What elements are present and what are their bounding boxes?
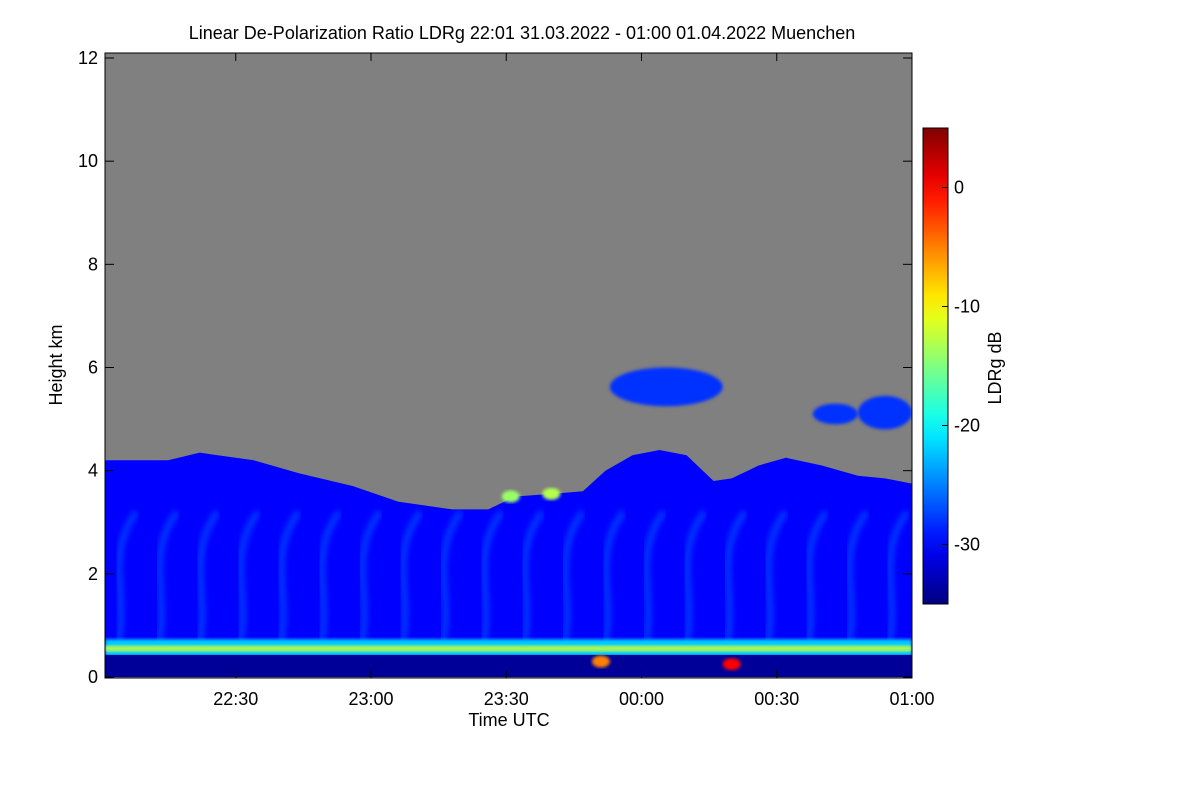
streak	[804, 509, 830, 642]
streak	[561, 509, 586, 642]
colorbar-frame	[922, 127, 949, 605]
colorbar-tick-label: 0	[954, 178, 964, 198]
streak	[480, 509, 505, 642]
x-axis: 22:30 23:00 23:30 00:00 00:30 01:00	[213, 53, 935, 709]
cirrus-patch	[609, 367, 723, 407]
y-tick-label: 12	[78, 48, 98, 68]
streak	[115, 509, 140, 642]
ldr-spot	[501, 490, 520, 503]
streak	[845, 509, 870, 642]
x-tick-label: 22:30	[213, 689, 258, 709]
streak	[317, 509, 343, 642]
chart-title: Linear De-Polarization Ratio LDRg 22:01 …	[189, 23, 855, 43]
ldr-spot	[542, 487, 561, 500]
colorbar-tick-label: -30	[954, 535, 980, 555]
colorbar	[923, 128, 948, 604]
x-tick-label: 01:00	[889, 689, 934, 709]
streak	[236, 509, 262, 642]
x-tick-label: 23:30	[484, 689, 529, 709]
streak	[439, 509, 465, 642]
streak	[277, 509, 302, 642]
streak	[155, 509, 180, 642]
streak	[520, 509, 546, 642]
cirrus-patch	[857, 395, 912, 430]
x-tick-label: 00:00	[619, 689, 664, 709]
y-tick-label: 2	[88, 564, 98, 584]
y-tick-label: 0	[88, 667, 98, 687]
streak	[723, 509, 749, 642]
y-tick-label: 6	[88, 358, 98, 378]
streak	[683, 509, 708, 642]
ldr-spot	[722, 658, 741, 671]
streak	[601, 509, 627, 642]
plot-frame	[104, 52, 913, 679]
y-axis-label: Height km	[46, 324, 66, 405]
x-tick-label: 23:00	[348, 689, 393, 709]
colorbar-tick-label: -10	[954, 297, 980, 317]
y-tick-label: 8	[88, 254, 98, 274]
aerosol-layer	[105, 450, 912, 677]
elevated-cirrus-layer	[609, 367, 912, 430]
streak	[399, 509, 424, 642]
cirrus-patch	[812, 403, 858, 425]
streak	[358, 509, 383, 642]
boundary-layer-band	[105, 645, 912, 652]
y-axis: 0 2 4 6 8 10 12	[78, 48, 912, 687]
turbulence-streaks	[115, 509, 911, 642]
high-ldr-spots	[501, 487, 741, 671]
colorbar-ticks: 0 -10 -20 -30	[942, 178, 980, 555]
colorbar-label: LDRg dB	[985, 331, 1005, 404]
x-tick-label: 00:30	[754, 689, 799, 709]
x-axis-label: Time UTC	[468, 710, 549, 730]
y-tick-label: 4	[88, 461, 98, 481]
streak	[886, 509, 911, 642]
ldr-spot	[591, 655, 610, 668]
plot-area	[105, 53, 912, 678]
streak	[196, 509, 221, 642]
streak	[642, 509, 667, 642]
y-tick-label: 10	[78, 151, 98, 171]
near-ground-strip	[105, 654, 912, 677]
colorbar-tick-label: -20	[954, 416, 980, 436]
streak	[764, 509, 789, 642]
